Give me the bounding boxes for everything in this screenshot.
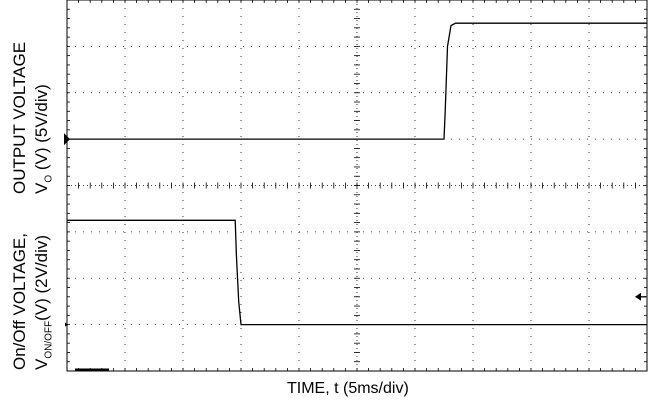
top-ylabel-symbol: V: [32, 182, 51, 194]
x-axis-label: TIME, t (5ms/div): [287, 380, 409, 397]
series-line-output-voltage: [67, 22, 647, 140]
bottom-ylabel-subscript: ON/OFF: [43, 320, 55, 359]
top-ylabel-line2: VO (V) (5V/div): [32, 84, 55, 194]
bottom-ylabel-line2: VON/OFF(V) (2V/div): [32, 234, 55, 370]
bottom-ylabel-symbol: V: [32, 358, 51, 370]
top-ylabel-unit: (V) (5V/div): [32, 84, 51, 175]
bottom-ylabel-unit: (V) (2V/div): [32, 234, 51, 321]
trigger-level-arrow: [635, 292, 641, 301]
top-ylabel-subscript: O: [43, 174, 55, 183]
grid: [67, 0, 647, 371]
traces: [67, 22, 647, 326]
series-line-onoff-voltage: [67, 219, 647, 326]
top-ylabel-line1: OUTPUT VOLTAGE: [10, 41, 29, 194]
bottom-ylabel-line1: On/Off VOLTAGE,: [10, 233, 29, 370]
plot-frame: [66, 0, 648, 372]
